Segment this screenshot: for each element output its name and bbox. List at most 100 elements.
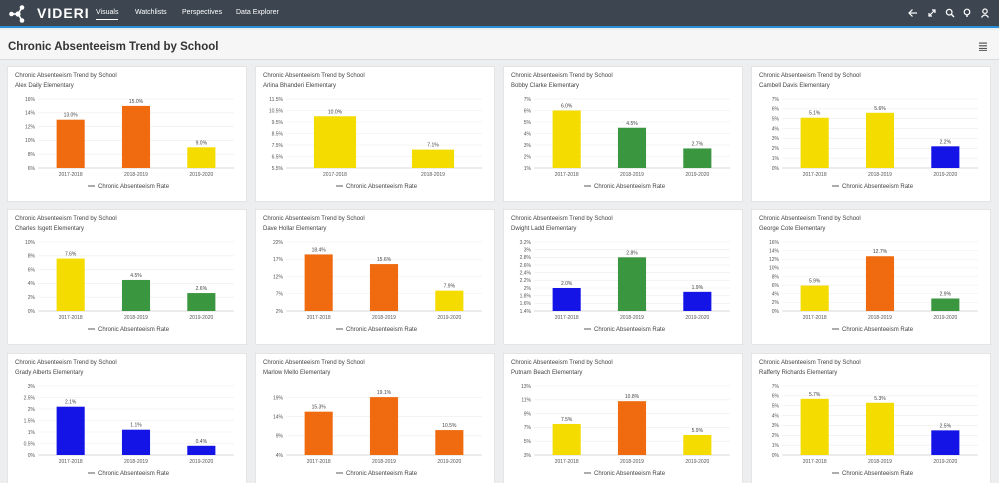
bar[interactable] [56,406,85,455]
y-tick-label: 6% [772,394,780,400]
chart-card[interactable]: Chronic Absenteeism Trend by School Cambe… [751,66,991,202]
hamburger-menu-icon[interactable] [978,42,988,51]
y-tick-label: 2.4% [520,270,532,276]
legend-label[interactable]: Chronic Absenteeism Rate [98,327,170,333]
bar[interactable] [435,430,464,455]
x-tick-label: 2017-2018 [323,172,347,178]
user-icon[interactable] [980,8,990,18]
nav-visuals[interactable]: Visuals [96,9,119,20]
chart-card[interactable]: Chronic Absenteeism Trend by School Grady… [7,353,247,483]
y-tick-label: 0.5% [24,441,36,447]
bar[interactable] [865,402,895,455]
bar-chart: 0% 0.5% 1% 1.5% 2% 2.5% 3% 2.1% 2017-2018 1.1% 201… [24,384,234,477]
bar[interactable] [683,291,712,311]
y-tick-label: 7% [524,425,532,431]
bar[interactable] [865,256,895,311]
legend-label[interactable]: Chronic Absenteeism Rate [842,327,914,333]
school-name: Dwight Ladd Elementary [511,226,577,232]
chart-title: Chronic Absenteeism Trend by School [511,73,613,79]
legend-label[interactable]: Chronic Absenteeism Rate [842,184,914,190]
bar[interactable] [304,254,333,311]
y-tick-label: 7% [276,292,284,298]
legend-label[interactable]: Chronic Absenteeism Rate [594,471,666,477]
y-tick-label: 16% [769,240,780,246]
chart-title: Chronic Absenteeism Trend by School [759,360,861,366]
expand-icon[interactable] [927,8,937,18]
chart-card[interactable]: Chronic Absenteeism Trend by School Georg… [751,209,991,345]
bar[interactable] [931,430,960,455]
legend-label[interactable]: Chronic Absenteeism Rate [346,327,418,333]
bar[interactable] [369,397,399,455]
legend-label[interactable]: Chronic Absenteeism Rate [594,327,666,333]
y-tick-label: 8.5% [272,131,284,137]
search-icon[interactable] [945,8,955,18]
chart-card[interactable]: Chronic Absenteeism Trend by School Alex … [7,66,247,202]
x-tick-label: 2019-2020 [933,315,957,321]
legend-label[interactable]: Chronic Absenteeism Rate [346,471,418,477]
y-tick-label: 5% [524,439,532,445]
bar-chart: 5.5% 6.5% 7.5% 8.5% 9.5% 10.5% 11.5% 10.0% 2017-… [269,97,482,190]
bar[interactable] [304,411,333,455]
data-label: 5.6% [874,106,886,112]
x-tick-label: 2019-2020 [685,172,709,178]
chart-card[interactable]: Chronic Absenteeism Trend by School Bobby… [503,66,743,202]
bar[interactable] [552,110,581,169]
bar[interactable] [552,423,581,455]
y-tick-label: 3% [772,423,780,429]
bar[interactable] [56,119,85,168]
chart-card[interactable]: Chronic Absenteeism Trend by School Dave … [255,209,495,345]
data-label: 5.9% [692,428,704,434]
data-label: 0.4% [196,439,208,445]
nav-perspectives[interactable]: Perspectives [182,9,223,16]
y-tick-label: 5% [772,404,780,410]
nav-watchlists[interactable]: Watchlists [135,9,167,16]
chart-card[interactable]: Chronic Absenteeism Trend by School Putna… [503,353,743,483]
bar[interactable] [552,288,581,311]
bar[interactable] [800,117,829,168]
bar[interactable] [683,434,712,455]
x-tick-label: 2018-2019 [620,459,644,465]
x-tick-label: 2017-2018 [59,172,83,178]
school-name: Grady Alberts Elementary [15,370,84,376]
bar[interactable] [617,401,647,455]
bar[interactable] [435,290,464,311]
chart-card[interactable]: Chronic Absenteeism Trend by School Charl… [7,209,247,345]
bar[interactable] [617,257,647,311]
bar[interactable] [313,116,357,168]
legend-label[interactable]: Chronic Absenteeism Rate [98,184,170,190]
bar-chart: 2% 7% 12% 17% 22% 18.4% 2017-2018 15.6% 2018-201… [273,240,482,333]
x-tick-label: 2018-2019 [124,459,148,465]
bar[interactable] [931,146,960,168]
bar[interactable] [865,112,895,168]
bar[interactable] [683,148,712,168]
bar[interactable] [931,298,960,311]
chart-card[interactable]: Chronic Absenteeism Trend by School Dwigh… [503,209,743,345]
bar[interactable] [187,293,216,311]
bar[interactable] [800,285,829,311]
chart-card[interactable]: Chronic Absenteeism Trend by School Raffe… [751,353,991,483]
bar[interactable] [187,147,216,168]
bar[interactable] [411,149,455,168]
bar[interactable] [369,264,399,311]
back-arrow-icon[interactable] [908,8,918,18]
bar[interactable] [56,258,85,311]
legend-label[interactable]: Chronic Absenteeism Rate [594,184,666,190]
bar-chart: 0% 2% 4% 6% 8% 10% 7.6% 2017-2018 4.5% 2018-2019 2… [25,240,234,333]
nav-data-explorer[interactable]: Data Explorer [236,9,279,16]
data-label: 1.9% [692,285,704,291]
chart-card[interactable]: Chronic Absenteeism Trend by School Arlin… [255,66,495,202]
chart-card[interactable]: Chronic Absenteeism Trend by School Marlo… [255,353,495,483]
bar[interactable] [121,279,151,311]
y-tick-label: 16% [25,97,36,103]
legend-label[interactable]: Chronic Absenteeism Rate [842,471,914,477]
legend-label[interactable]: Chronic Absenteeism Rate [346,184,418,190]
legend-label[interactable]: Chronic Absenteeism Rate [98,471,170,477]
y-tick-label: 10% [769,266,780,272]
videri-logo-icon[interactable] [8,4,28,24]
bar[interactable] [121,105,151,168]
lightbulb-icon[interactable] [962,8,972,18]
bar[interactable] [800,398,829,455]
bar[interactable] [121,429,151,455]
bar[interactable] [187,445,216,455]
bar[interactable] [617,127,647,168]
